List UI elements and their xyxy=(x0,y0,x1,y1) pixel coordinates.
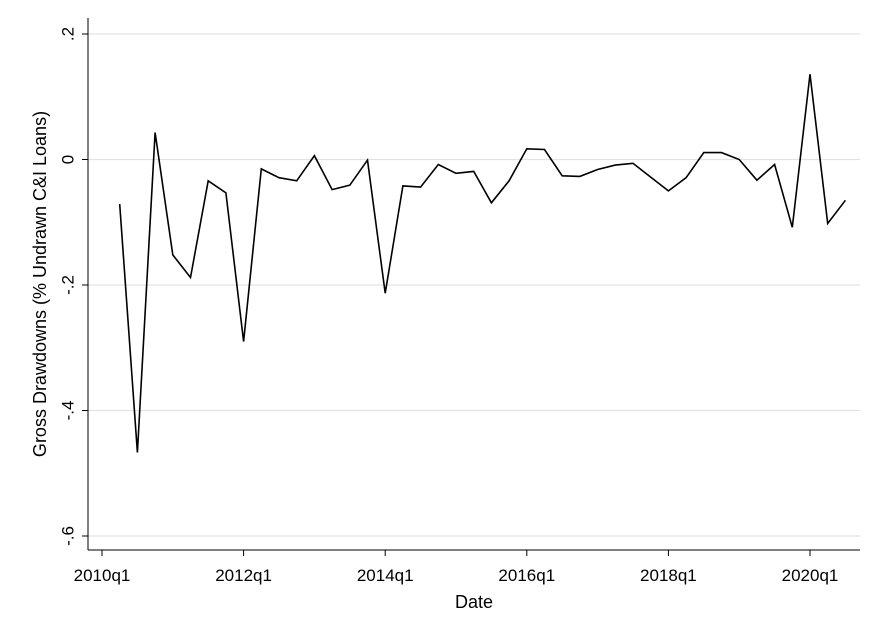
axes xyxy=(87,18,860,551)
x-tick-label: 2012q1 xyxy=(215,566,272,585)
x-axis-ticks: 2010q1 2012q1 2014q1 2016q1 2018q1 2020q1 xyxy=(74,550,839,585)
x-tick-label: 2010q1 xyxy=(74,566,131,585)
y-tick-label: -.6 xyxy=(59,526,78,546)
y-tick-label: .2 xyxy=(59,27,78,41)
y-tick-label: -.2 xyxy=(59,275,78,295)
x-tick-label: 2016q1 xyxy=(498,566,555,585)
y-axis-ticks: .2 0 -.2 -.4 -.6 xyxy=(59,27,88,546)
x-tick-label: 2014q1 xyxy=(357,566,414,585)
gridlines xyxy=(88,33,860,537)
y-tick-label: 0 xyxy=(59,155,78,164)
y-axis-title: Gross Drawdowns (% Undrawn C&I Loans) xyxy=(30,111,50,457)
y-tick-label: -.4 xyxy=(59,401,78,421)
data-series-line xyxy=(118,74,847,453)
x-tick-label: 2020q1 xyxy=(782,566,839,585)
x-tick-label: 2018q1 xyxy=(640,566,697,585)
x-axis-title: Date xyxy=(455,592,493,612)
